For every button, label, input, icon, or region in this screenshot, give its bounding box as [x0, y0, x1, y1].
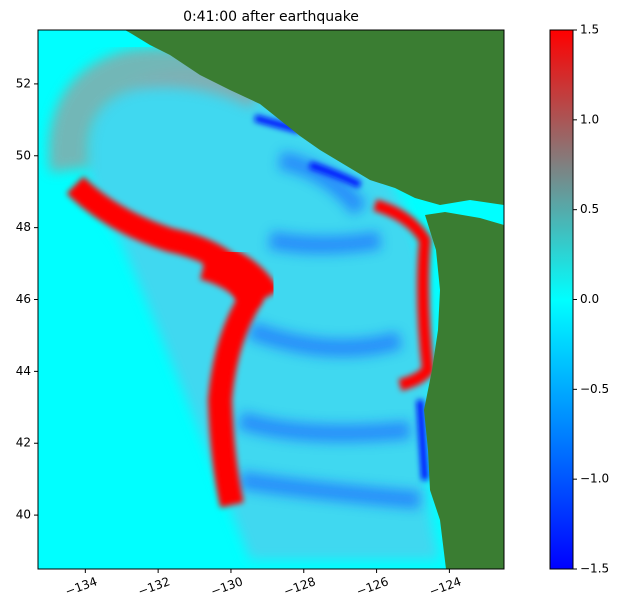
y-tick-label: 44	[16, 364, 31, 378]
wave-crest	[199, 240, 280, 311]
trough	[237, 151, 421, 509]
chart-title: 0:41:00 after earthquake	[183, 9, 359, 25]
coastal-crest	[373, 199, 435, 391]
colorbar-tick-label: −1.5	[580, 562, 609, 576]
colorbar-tick-label: −0.5	[580, 382, 609, 396]
y-tick-label: 40	[16, 508, 31, 522]
colorbar	[549, 29, 574, 570]
x-tick-label: −132	[136, 574, 172, 598]
y-tick-label: 46	[16, 292, 31, 306]
y-tick-label: 42	[16, 436, 31, 450]
colorbar-tick-label: 1.0	[580, 112, 599, 126]
colorbar-tick-label: 1.5	[580, 23, 599, 37]
y-tick-label: 50	[16, 148, 31, 162]
colorbar-tick-label: −1.0	[580, 472, 609, 486]
x-tick-label: −124	[427, 574, 463, 598]
x-tick-label: −128	[282, 574, 318, 598]
x-tick-label: −130	[209, 574, 245, 598]
x-tick-label: −126	[355, 574, 391, 598]
colorbar-tick-label: 0.0	[580, 292, 599, 306]
y-tick-label: 48	[16, 220, 31, 234]
y-tick-label: 52	[16, 76, 31, 90]
colorbar-tick-label: 0.5	[580, 202, 599, 216]
field	[38, 30, 504, 569]
x-tick-label: −134	[63, 574, 99, 598]
land	[125, 30, 504, 569]
